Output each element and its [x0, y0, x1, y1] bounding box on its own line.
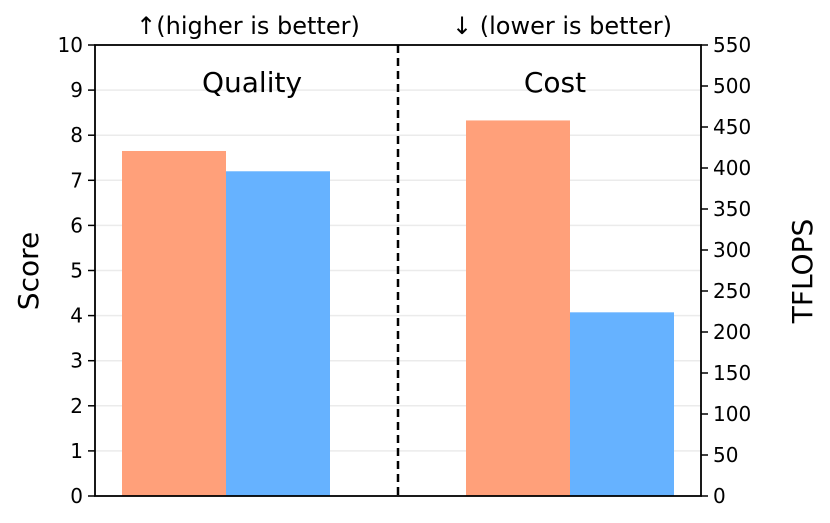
- right-tick-label: 50: [713, 443, 738, 467]
- right-tick-label: 400: [713, 156, 751, 180]
- left-tick-label: 0: [70, 484, 83, 508]
- right-tick-label: 300: [713, 238, 751, 262]
- left-tick-label: 7: [70, 168, 83, 192]
- right-axis-label: TFLOPS: [786, 219, 819, 325]
- panel-title-cost: Cost: [524, 66, 586, 99]
- left-tick-label: 1: [70, 439, 83, 463]
- left-tick-label: 2: [70, 394, 83, 418]
- right-tick-label: 150: [713, 361, 751, 385]
- left-tick-label: 4: [70, 304, 83, 328]
- left-axis-ticks: 0 1 2 3 4 5 6 7 8 9 10: [58, 33, 95, 508]
- right-tick-label: 200: [713, 320, 751, 344]
- bar-quality-0: [122, 150, 226, 497]
- left-axis-label: Score: [12, 232, 45, 310]
- left-tick-label: 3: [70, 349, 83, 373]
- left-tick-label: 9: [70, 78, 83, 102]
- right-tick-label: 350: [713, 197, 751, 221]
- bar-cost-0: [466, 120, 570, 496]
- left-tick-label: 10: [58, 33, 83, 57]
- bars: [122, 120, 674, 497]
- left-tick-label: 5: [70, 259, 83, 283]
- right-tick-label: 0: [713, 484, 726, 508]
- panel-title-quality: Quality: [202, 66, 302, 99]
- right-tick-label: 500: [713, 74, 751, 98]
- right-tick-label: 100: [713, 402, 751, 426]
- right-axis-ticks: 0 50 100 150 200 250 300 350 400 450 500 550: [701, 33, 751, 508]
- right-tick-label: 450: [713, 115, 751, 139]
- right-tick-label: 550: [713, 33, 751, 57]
- left-tick-label: 6: [70, 213, 83, 237]
- right-tick-label: 250: [713, 279, 751, 303]
- bar-cost-1: [570, 312, 674, 496]
- left-tick-label: 8: [70, 123, 83, 147]
- left-header: ↑(higher is better): [136, 12, 360, 40]
- bar-quality-1: [226, 171, 330, 496]
- right-header: ↓ (lower is better): [452, 12, 672, 40]
